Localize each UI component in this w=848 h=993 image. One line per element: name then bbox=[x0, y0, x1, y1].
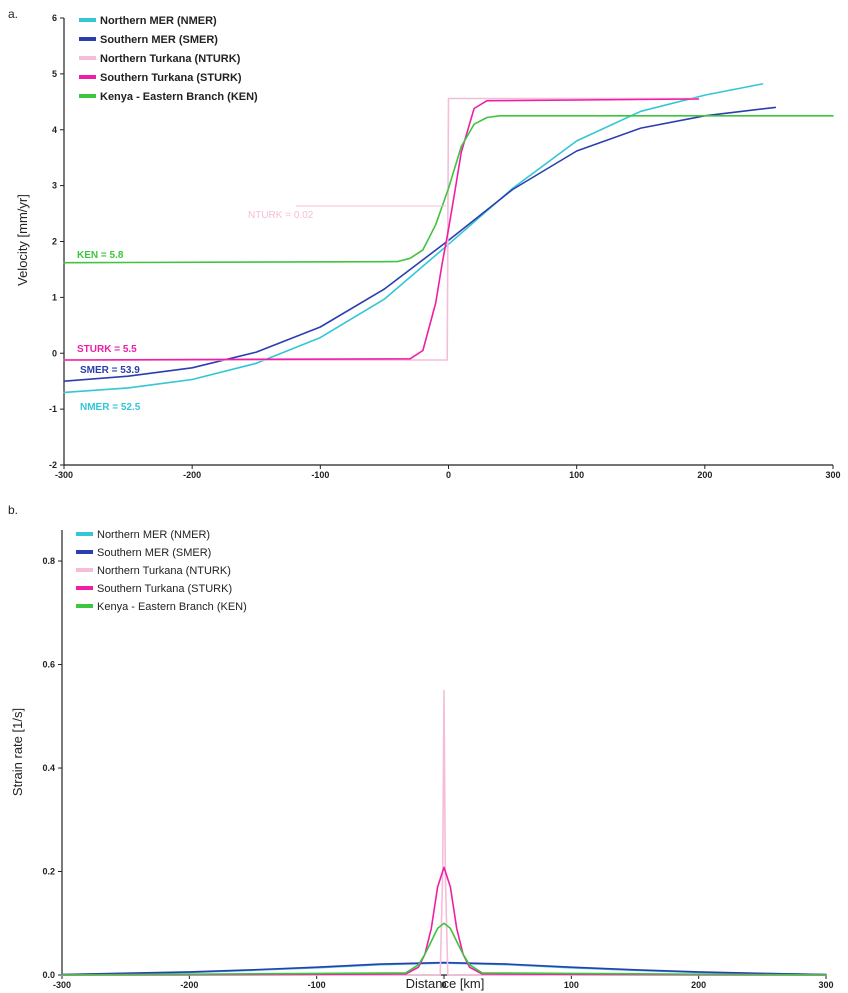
legend-swatch-nmer-a bbox=[79, 18, 96, 22]
y-tick-label-a: 3 bbox=[52, 181, 57, 191]
legend-label-nturk-b: Northern Turkana (NTURK) bbox=[97, 565, 231, 577]
legend-label-nmer-a: Northern MER (NMER) bbox=[100, 15, 217, 27]
series-line-smer-b bbox=[61, 961, 827, 976]
x-tick-label-a: -300 bbox=[55, 470, 73, 480]
y-axis-label-a: Velocity [mm/yr] bbox=[15, 194, 30, 286]
legend-label-sturk-b: Southern Turkana (STURK) bbox=[97, 583, 232, 595]
series-line-sturk-a bbox=[63, 98, 700, 361]
legend-swatch-smer-b bbox=[76, 550, 93, 554]
legend-swatch-nturk-a bbox=[79, 56, 96, 60]
series-line-nmer-a bbox=[63, 83, 764, 394]
series-b bbox=[61, 689, 827, 976]
x-tick-label-a: 100 bbox=[569, 470, 584, 480]
y-tick-label-b: 0.0 bbox=[42, 970, 55, 980]
series-line-nturk-b bbox=[61, 689, 827, 976]
y-tick-label-b: 0.8 bbox=[42, 556, 55, 566]
legend-swatch-smer-a bbox=[79, 37, 96, 41]
ticks-a: -300 -200 -100 0 100 200 300 -2 -1 0 1 2 3 4 5 6 bbox=[49, 13, 841, 480]
y-tick-label-a: 2 bbox=[52, 237, 57, 247]
x-tick-label-b: 300 bbox=[818, 980, 833, 990]
legend-swatch-nmer-b bbox=[76, 532, 93, 536]
x-tick-label-a: 300 bbox=[825, 470, 840, 480]
nturk-annotation: NTURK = 0.02 bbox=[248, 210, 314, 221]
panel-a-label: a. bbox=[8, 7, 18, 21]
x-tick-label-a: 200 bbox=[697, 470, 712, 480]
annotations-a: NTURK = 0.02 KEN = 5.8 STURK = 5.5 SMER … bbox=[77, 205, 446, 413]
series-line-smer-a bbox=[63, 106, 777, 382]
legend-b: Northern MER (NMER) Southern MER (SMER) … bbox=[76, 529, 247, 613]
legend-label-smer-a: Southern MER (SMER) bbox=[100, 34, 218, 46]
x-tick-label-b: 100 bbox=[564, 980, 579, 990]
legend-label-nturk-a: Northern Turkana (NTURK) bbox=[100, 53, 241, 65]
smer-annotation: SMER = 53.9 bbox=[80, 365, 140, 376]
legend-swatch-nturk-b bbox=[76, 568, 93, 572]
series-line-sturk-b bbox=[61, 866, 827, 976]
x-axis-label-b: Distance [km] bbox=[406, 976, 485, 991]
legend-label-ken-b: Kenya - Eastern Branch (KEN) bbox=[97, 601, 247, 613]
y-tick-label-b: 0.2 bbox=[42, 867, 55, 877]
y-axis-label-b: Strain rate [1/s] bbox=[10, 708, 25, 796]
x-tick-label-b: -200 bbox=[180, 980, 198, 990]
y-tick-label-a: 5 bbox=[52, 69, 57, 79]
x-tick-label-b: 0 bbox=[441, 980, 446, 990]
legend-a: Northern MER (NMER) Southern MER (SMER) … bbox=[79, 15, 258, 103]
legend-swatch-sturk-a bbox=[79, 75, 96, 79]
x-tick-label-b: 200 bbox=[691, 980, 706, 990]
y-tick-label-a: 1 bbox=[52, 292, 57, 302]
y-tick-label-a: 4 bbox=[52, 125, 57, 135]
y-tick-label-b: 0.4 bbox=[42, 763, 55, 773]
panel-b-strain-rate-chart: b. Strain rate [1/s] Distance [km] -300-… bbox=[8, 503, 834, 991]
panel-a-velocity-chart: a. Velocity [mm/yr] -300 -200 -100 0 100 200 3… bbox=[8, 7, 841, 480]
ken-annotation: KEN = 5.8 bbox=[77, 250, 124, 261]
y-tick-label-b: 0.6 bbox=[42, 660, 55, 670]
x-tick-label-a: 0 bbox=[446, 470, 451, 480]
series-line-nturk-a bbox=[63, 97, 700, 361]
x-tick-label-b: -300 bbox=[53, 980, 71, 990]
nmer-annotation: NMER = 52.5 bbox=[80, 402, 141, 413]
x-tick-label-a: -100 bbox=[311, 470, 329, 480]
y-tick-label-a: -1 bbox=[49, 404, 57, 414]
y-tick-label-a: -2 bbox=[49, 460, 57, 470]
legend-label-smer-b: Southern MER (SMER) bbox=[97, 547, 211, 559]
legend-swatch-ken-b bbox=[76, 604, 93, 608]
y-tick-label-a: 0 bbox=[52, 348, 57, 358]
legend-swatch-sturk-b bbox=[76, 586, 93, 590]
y-tick-label-a: 6 bbox=[52, 13, 57, 23]
sturk-annotation: STURK = 5.5 bbox=[77, 344, 137, 355]
series-line-ken-a bbox=[63, 115, 834, 264]
legend-label-sturk-a: Southern Turkana (STURK) bbox=[100, 72, 242, 84]
ticks-b: -300 -200 -100 0 100 200 300 0.0 0.2 0.4 0.6 0.8 bbox=[42, 556, 833, 990]
series-a bbox=[63, 83, 834, 394]
x-tick-label-a: -200 bbox=[183, 470, 201, 480]
legend-swatch-ken-a bbox=[79, 94, 96, 98]
x-tick-label-b: -100 bbox=[308, 980, 326, 990]
legend-label-ken-a: Kenya - Eastern Branch (KEN) bbox=[100, 91, 258, 103]
series-line-ken-b bbox=[61, 922, 827, 976]
legend-label-nmer-b: Northern MER (NMER) bbox=[97, 529, 210, 541]
panel-b-label: b. bbox=[8, 503, 18, 517]
